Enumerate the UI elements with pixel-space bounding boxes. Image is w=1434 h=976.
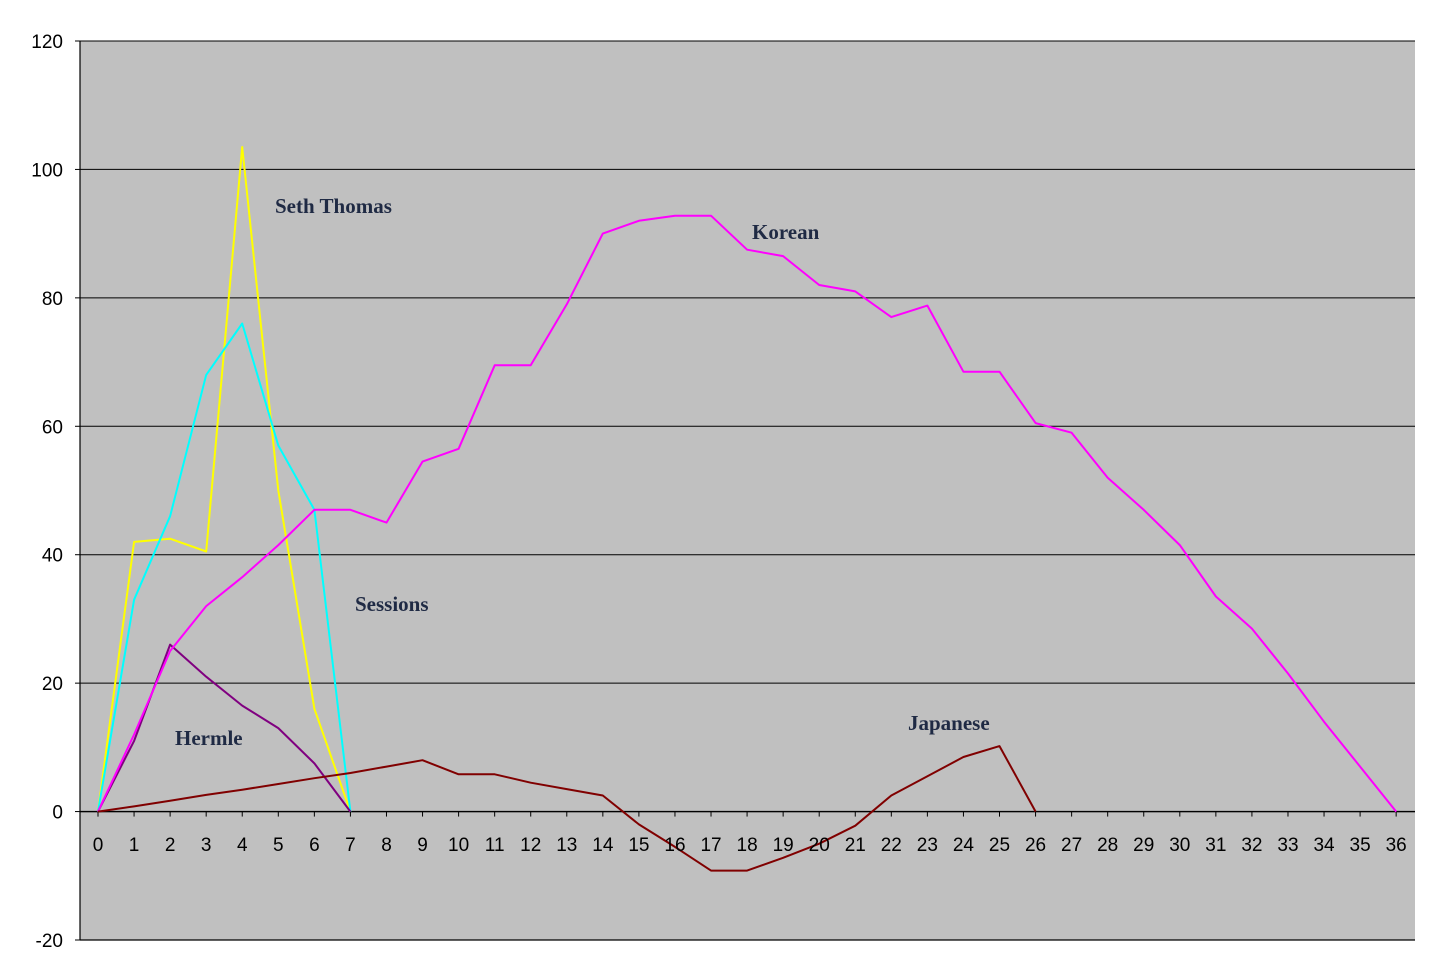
series-line-japanese bbox=[97, 745, 1037, 872]
plot-background bbox=[80, 41, 1415, 940]
x-tick-label: 20 bbox=[809, 835, 830, 856]
x-tick-label: 0 bbox=[93, 835, 104, 856]
axes bbox=[75, 40, 1415, 941]
x-tick-label: 14 bbox=[592, 835, 614, 856]
series-label-seth-thomas: Seth Thomas bbox=[275, 194, 392, 218]
x-tick-label: 27 bbox=[1061, 835, 1082, 856]
y-tick-label: -20 bbox=[36, 931, 63, 952]
y-tick-label: 100 bbox=[31, 160, 63, 181]
x-tick-label: 29 bbox=[1133, 835, 1154, 856]
y-tick-label: 0 bbox=[52, 803, 63, 824]
x-tick-label: 34 bbox=[1313, 835, 1335, 856]
x-tick-label: 11 bbox=[485, 835, 505, 856]
plot-area bbox=[80, 41, 1415, 940]
x-tick-label: 5 bbox=[273, 835, 284, 856]
x-tick-label: 13 bbox=[556, 835, 577, 856]
x-tick-label: 18 bbox=[737, 835, 758, 856]
x-tick-label: 22 bbox=[881, 835, 902, 856]
x-tick-label: 9 bbox=[417, 835, 428, 856]
x-tick-label: 26 bbox=[1025, 835, 1046, 856]
series-label-sessions: Sessions bbox=[355, 592, 429, 616]
series-label-japanese: Japanese bbox=[908, 711, 990, 735]
series-label-korean: Korean bbox=[752, 220, 820, 244]
x-tick-label: 28 bbox=[1097, 835, 1118, 856]
x-tick-label: 32 bbox=[1241, 835, 1262, 856]
x-tick-label: 6 bbox=[309, 835, 320, 856]
series-labels: Seth Thomas Sessions Hermle Korean Japan… bbox=[175, 194, 990, 750]
x-tick-label: 8 bbox=[381, 835, 392, 856]
x-tick-label: 36 bbox=[1386, 835, 1407, 856]
x-tick-label: 21 bbox=[845, 835, 866, 856]
y-tick-label: 80 bbox=[42, 289, 63, 310]
x-tick-label: 24 bbox=[953, 835, 975, 856]
y-tick-label: 60 bbox=[42, 417, 63, 438]
x-tick-label: 35 bbox=[1350, 835, 1371, 856]
y-tick-labels: -20 0 20 40 60 80 100 120 bbox=[31, 32, 63, 952]
x-tick-label: 12 bbox=[520, 835, 541, 856]
x-tick-label: 16 bbox=[664, 835, 685, 856]
x-tick-label: 7 bbox=[345, 835, 356, 856]
series-line-hermle bbox=[97, 643, 352, 813]
series-label-hermle: Hermle bbox=[175, 726, 243, 750]
x-tick-label: 10 bbox=[448, 835, 469, 856]
y-tick-label: 40 bbox=[42, 546, 63, 567]
x-tick-label: 23 bbox=[917, 835, 938, 856]
y-tick-label: 20 bbox=[42, 674, 63, 695]
x-tick-label: 4 bbox=[237, 835, 248, 856]
x-tick-label: 3 bbox=[201, 835, 212, 856]
x-tick-label: 30 bbox=[1169, 835, 1190, 856]
x-tick-label: 19 bbox=[773, 835, 794, 856]
y-tick-label: 120 bbox=[31, 32, 63, 53]
series-line-korean bbox=[97, 214, 1397, 813]
x-tick-label: 17 bbox=[700, 835, 721, 856]
x-tick-label: 25 bbox=[989, 835, 1010, 856]
x-tick-label: 2 bbox=[165, 835, 176, 856]
x-tick-label: 31 bbox=[1205, 835, 1226, 856]
series-line-sessions bbox=[97, 322, 352, 812]
x-tick-label: 33 bbox=[1277, 835, 1298, 856]
x-tick-label: 1 bbox=[129, 835, 140, 856]
grid-lines bbox=[80, 40, 1415, 813]
x-tick-labels: 0 1 2 3 4 5 6 7 8 9 10 11 12 13 14 15 16 17 18 19 20 21 22 23 24… bbox=[93, 835, 1407, 856]
series-lines bbox=[97, 146, 1397, 872]
x-tick-label: 15 bbox=[628, 835, 649, 856]
